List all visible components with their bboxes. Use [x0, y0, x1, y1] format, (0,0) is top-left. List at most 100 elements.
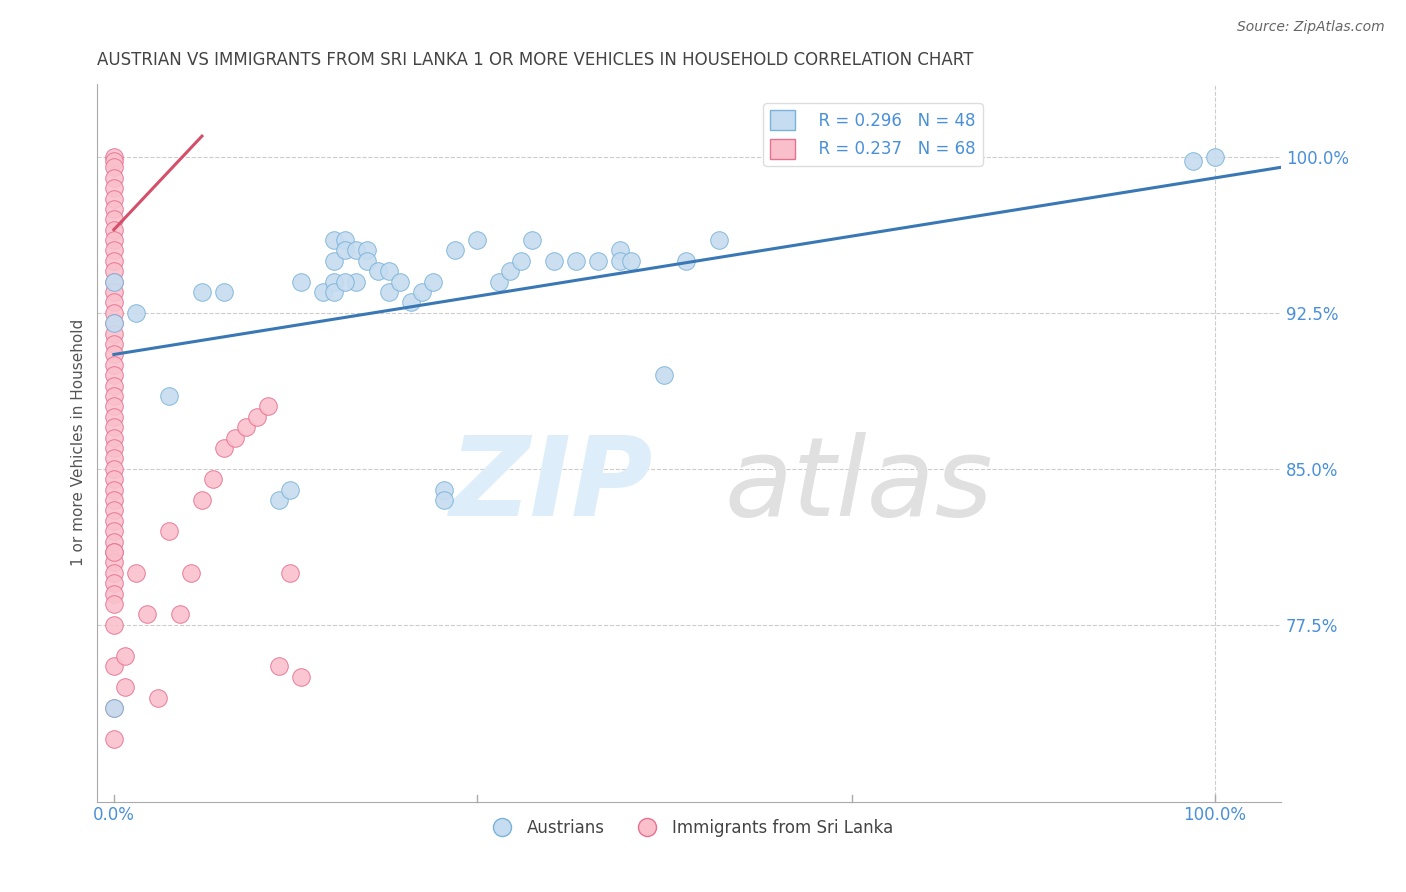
Point [333, 275, 356, 289]
Point [103, 483, 125, 497]
Point [103, 244, 125, 258]
Point [103, 566, 125, 580]
Point [709, 233, 731, 247]
Point [114, 648, 136, 663]
Point [378, 264, 401, 278]
Point [103, 368, 125, 383]
Point [257, 400, 280, 414]
Point [609, 244, 631, 258]
Point [103, 451, 125, 466]
Point [135, 607, 157, 622]
Point [1181, 154, 1204, 169]
Point [103, 493, 125, 508]
Point [312, 285, 335, 299]
Point [103, 202, 125, 216]
Point [103, 223, 125, 237]
Point [444, 244, 467, 258]
Point [620, 253, 643, 268]
Point [103, 378, 125, 392]
Text: ZIP: ZIP [450, 433, 654, 540]
Point [675, 253, 697, 268]
Point [103, 347, 125, 361]
Point [422, 275, 444, 289]
Point [235, 420, 257, 434]
Point [103, 514, 125, 528]
Point [103, 701, 125, 715]
Point [191, 285, 214, 299]
Point [103, 597, 125, 611]
Point [103, 161, 125, 175]
Point [103, 358, 125, 372]
Point [103, 253, 125, 268]
Point [323, 275, 346, 289]
Point [125, 306, 148, 320]
Point [356, 253, 378, 268]
Text: AUSTRIAN VS IMMIGRANTS FROM SRI LANKA 1 OR MORE VEHICLES IN HOUSEHOLD CORRELATIO: AUSTRIAN VS IMMIGRANTS FROM SRI LANKA 1 … [97, 51, 974, 69]
Point [103, 316, 125, 330]
Point [103, 400, 125, 414]
Point [267, 493, 290, 508]
Point [157, 524, 180, 539]
Point [103, 503, 125, 517]
Point [609, 253, 631, 268]
Point [103, 150, 125, 164]
Point [103, 233, 125, 247]
Point [522, 233, 544, 247]
Point [290, 670, 312, 684]
Point [125, 566, 148, 580]
Point [103, 617, 125, 632]
Point [323, 285, 346, 299]
Point [103, 275, 125, 289]
Point [157, 389, 180, 403]
Point [246, 409, 269, 424]
Point [103, 337, 125, 351]
Point [103, 576, 125, 591]
Legend: Austrians, Immigrants from Sri Lanka: Austrians, Immigrants from Sri Lanka [478, 812, 900, 844]
Point [654, 368, 676, 383]
Point [201, 472, 224, 486]
Point [103, 441, 125, 455]
Point [465, 233, 488, 247]
Point [290, 275, 312, 289]
Point [267, 659, 290, 673]
Point [180, 566, 202, 580]
Point [588, 253, 610, 268]
Point [543, 253, 565, 268]
Point [103, 170, 125, 185]
Point [565, 253, 588, 268]
Point [169, 607, 191, 622]
Point [323, 253, 346, 268]
Point [103, 732, 125, 747]
Point [356, 244, 378, 258]
Point [114, 680, 136, 694]
Point [278, 566, 301, 580]
Point [103, 556, 125, 570]
Point [103, 389, 125, 403]
Point [103, 409, 125, 424]
Point [103, 701, 125, 715]
Y-axis label: 1 or more Vehicles in Household: 1 or more Vehicles in Household [72, 319, 86, 566]
Point [488, 275, 510, 289]
Point [103, 212, 125, 227]
Point [278, 483, 301, 497]
Point [389, 275, 412, 289]
Point [103, 154, 125, 169]
Point [103, 431, 125, 445]
Point [411, 285, 433, 299]
Point [103, 316, 125, 330]
Point [224, 431, 246, 445]
Point [333, 244, 356, 258]
Point [399, 295, 422, 310]
Point [344, 244, 367, 258]
Point [103, 420, 125, 434]
Point [433, 493, 456, 508]
Point [212, 441, 235, 455]
Point [103, 264, 125, 278]
Point [1204, 150, 1226, 164]
Point [103, 545, 125, 559]
Point [499, 264, 522, 278]
Point [103, 586, 125, 600]
Point [333, 233, 356, 247]
Text: Source: ZipAtlas.com: Source: ZipAtlas.com [1237, 20, 1385, 34]
Point [103, 192, 125, 206]
